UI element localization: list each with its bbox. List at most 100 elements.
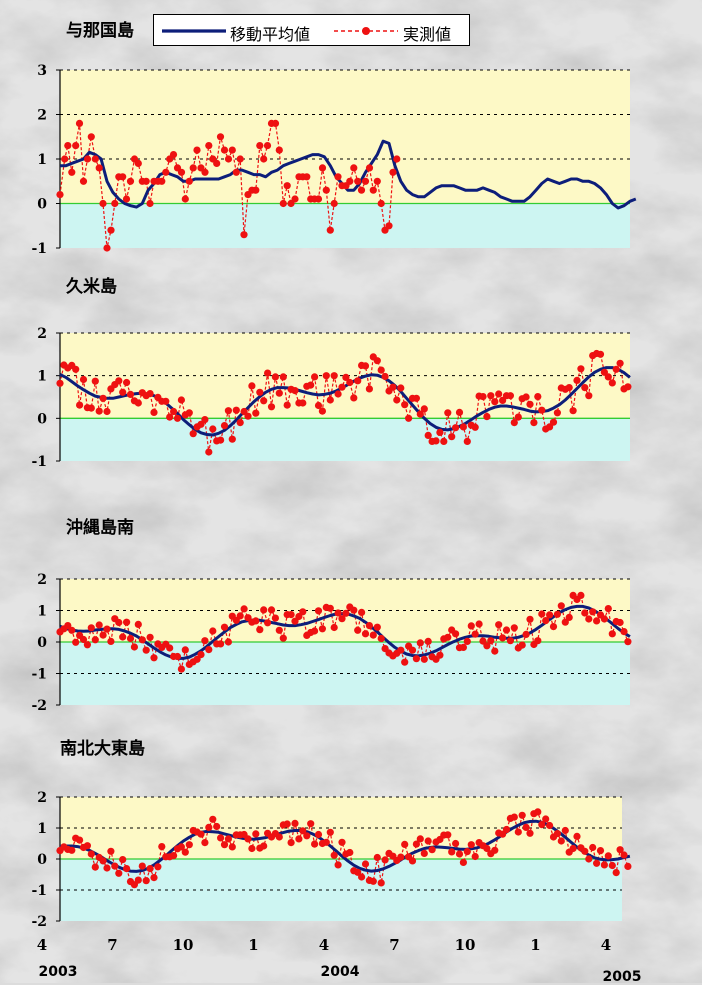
observed-point xyxy=(612,365,620,373)
observed-point xyxy=(264,369,272,377)
observed-point xyxy=(224,155,233,163)
observed-point xyxy=(213,822,221,831)
observed-point xyxy=(177,168,186,176)
panel-1: -1 0 1 2 xyxy=(31,326,632,470)
observed-point xyxy=(322,372,330,380)
observed-point xyxy=(589,608,597,616)
observed-point xyxy=(350,394,358,402)
observed-point xyxy=(358,873,366,881)
observed-point xyxy=(408,646,417,654)
observed-point xyxy=(452,630,460,638)
observed-point xyxy=(585,855,593,863)
observed-point xyxy=(369,877,377,885)
observed-point xyxy=(103,864,111,872)
observed-point xyxy=(358,608,366,617)
observed-point xyxy=(224,407,232,415)
observed-point xyxy=(134,620,142,629)
observed-point xyxy=(373,623,381,631)
observed-point xyxy=(357,186,366,194)
legend-ma-label: 移動平均値 xyxy=(230,25,311,44)
observed-point xyxy=(506,392,514,400)
observed-point xyxy=(275,389,283,397)
month-label: 10 xyxy=(172,936,194,954)
observed-point xyxy=(506,637,514,645)
observed-point xyxy=(173,414,182,422)
legend-obs-label: 実測値 xyxy=(403,25,452,44)
observed-point xyxy=(518,641,526,649)
observed-point xyxy=(522,393,530,401)
observed-point xyxy=(569,407,577,415)
observed-point xyxy=(169,151,178,159)
observed-point xyxy=(56,191,64,199)
observed-point xyxy=(401,840,409,849)
observed-point xyxy=(115,618,123,627)
observed-point xyxy=(142,646,150,654)
observed-point xyxy=(307,381,315,389)
observed-point xyxy=(455,408,464,416)
observed-point xyxy=(463,637,471,646)
observed-point xyxy=(72,638,80,646)
observed-point xyxy=(373,357,381,365)
observed-point xyxy=(471,852,479,861)
observed-point xyxy=(170,407,178,416)
panel-3: -2 -1 0 1 2 xyxy=(31,790,632,930)
observed-point xyxy=(326,396,334,404)
y-tick-label: 1 xyxy=(37,821,47,837)
observed-point xyxy=(326,226,334,234)
observed-point xyxy=(146,633,154,641)
observed-point xyxy=(381,372,389,381)
observed-point xyxy=(373,177,381,185)
observed-point xyxy=(608,379,616,387)
observed-point xyxy=(134,399,142,407)
observed-point xyxy=(115,869,123,877)
year-label: 2004 xyxy=(320,964,360,980)
observed-point xyxy=(228,843,236,851)
observed-point xyxy=(91,863,99,871)
observed-point xyxy=(252,830,260,838)
observed-point xyxy=(620,628,628,636)
observed-point xyxy=(475,620,483,628)
observed-point xyxy=(573,376,581,384)
observed-point xyxy=(522,823,530,832)
observed-point xyxy=(205,448,213,456)
y-tick-label: -1 xyxy=(31,883,47,899)
observed-point xyxy=(577,365,585,373)
observed-point xyxy=(416,835,424,843)
observed-point xyxy=(150,874,158,882)
observed-point xyxy=(236,612,244,620)
legend-symbols xyxy=(162,27,398,35)
observed-point xyxy=(291,387,299,395)
observed-point xyxy=(181,646,189,654)
observed-point xyxy=(232,168,240,176)
observed-point xyxy=(146,865,154,873)
observed-point xyxy=(538,821,546,829)
observed-point xyxy=(459,643,467,652)
month-label: 4 xyxy=(318,936,330,954)
observed-point xyxy=(534,393,542,401)
observed-point xyxy=(76,401,84,409)
observed-point xyxy=(342,609,350,617)
observed-point xyxy=(162,168,170,176)
observed-point xyxy=(354,377,362,385)
year-label: 2003 xyxy=(38,964,78,980)
observed-point xyxy=(185,177,193,185)
observed-point xyxy=(463,848,471,856)
observed-point xyxy=(220,623,229,631)
month-label: 1 xyxy=(248,936,259,954)
observed-point xyxy=(389,168,397,176)
observed-point xyxy=(138,862,146,870)
observed-point xyxy=(549,623,558,631)
panel-2: -2 -1 0 1 2 xyxy=(31,572,632,714)
observed-point xyxy=(467,622,475,630)
observed-point xyxy=(122,195,131,203)
observed-point xyxy=(119,173,127,181)
legend: 移動平均値 実測値 xyxy=(153,14,470,46)
observed-point xyxy=(330,372,338,380)
observed-point xyxy=(596,350,605,358)
observed-point xyxy=(377,634,385,643)
observed-point xyxy=(330,623,338,632)
observed-point xyxy=(283,820,291,828)
observed-point xyxy=(495,390,503,398)
observed-point xyxy=(99,631,107,639)
observed-point xyxy=(232,406,240,414)
